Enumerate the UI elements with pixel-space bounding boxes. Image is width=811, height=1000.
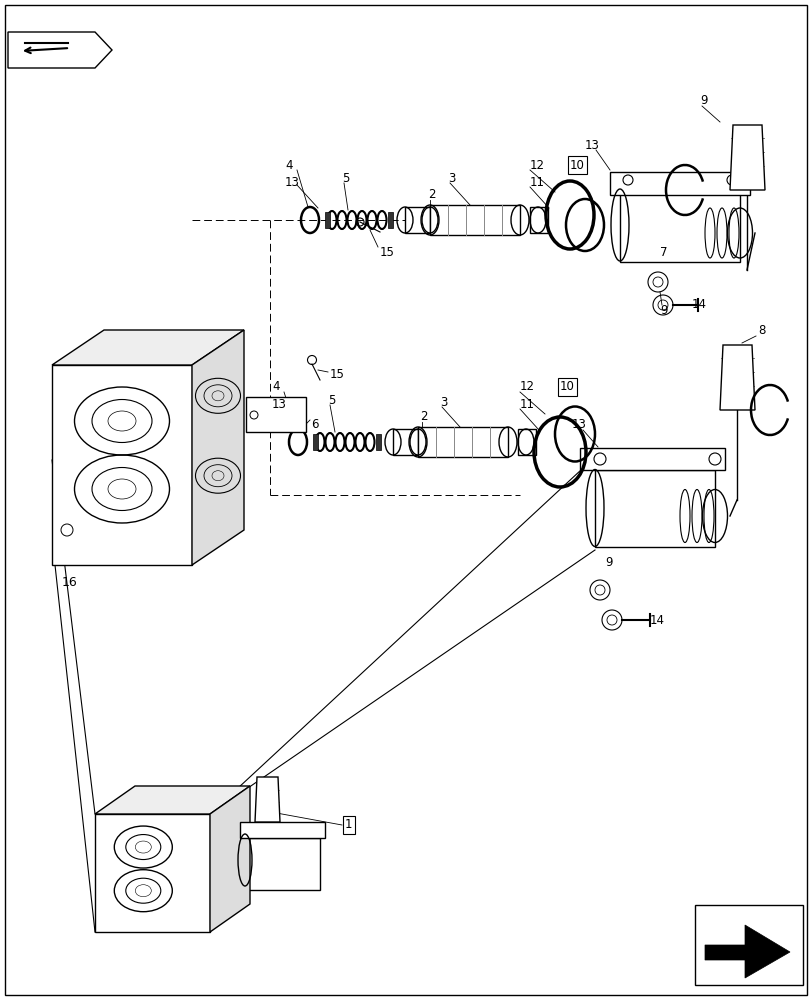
Text: 13: 13 (285, 176, 299, 189)
Polygon shape (52, 365, 191, 565)
Polygon shape (719, 345, 754, 410)
Bar (393, 429, 418, 455)
Bar (430, 205, 519, 235)
Text: 9: 9 (699, 94, 706, 107)
Text: 5: 5 (328, 393, 335, 406)
Text: 16: 16 (62, 576, 78, 589)
Text: 4: 4 (285, 159, 292, 172)
Bar (312, 434, 318, 450)
Text: 10: 10 (569, 159, 584, 172)
Bar (375, 434, 380, 450)
Text: 2: 2 (419, 410, 427, 424)
Polygon shape (240, 822, 324, 838)
Text: 9: 9 (604, 556, 611, 568)
Text: 13: 13 (272, 397, 286, 410)
Polygon shape (704, 925, 789, 978)
Text: 8: 8 (757, 324, 765, 336)
Bar (620, 190, 739, 262)
Text: 3: 3 (440, 395, 447, 408)
Text: 3: 3 (448, 172, 455, 185)
Polygon shape (609, 172, 749, 195)
Bar (530, 207, 547, 233)
Polygon shape (8, 32, 112, 68)
Text: 15: 15 (380, 245, 394, 258)
Text: 12: 12 (530, 159, 544, 172)
Text: 13: 13 (584, 139, 599, 152)
Bar (418, 427, 508, 457)
Polygon shape (52, 330, 243, 365)
Text: 13: 13 (571, 418, 586, 432)
Text: 10: 10 (560, 380, 574, 393)
Text: 14: 14 (649, 613, 664, 626)
Text: 2: 2 (427, 188, 435, 201)
Bar (388, 212, 393, 228)
Text: 14: 14 (691, 298, 706, 312)
Bar (246, 397, 306, 432)
Text: 15: 15 (329, 368, 345, 381)
Polygon shape (95, 814, 210, 932)
Bar (245, 838, 320, 890)
Text: 12: 12 (519, 380, 534, 393)
Polygon shape (95, 786, 250, 814)
Text: 7: 7 (659, 245, 667, 258)
Polygon shape (210, 786, 250, 932)
Polygon shape (191, 330, 243, 565)
Text: 1: 1 (345, 818, 352, 831)
Bar (324, 212, 329, 228)
Bar (594, 470, 714, 547)
Text: 5: 5 (341, 172, 349, 185)
Bar (517, 429, 535, 455)
Polygon shape (255, 777, 280, 822)
Text: 9: 9 (659, 304, 667, 316)
Bar (694, 905, 802, 985)
Text: 11: 11 (530, 176, 544, 189)
Polygon shape (579, 448, 724, 470)
Polygon shape (729, 125, 764, 190)
Text: 4: 4 (272, 380, 279, 393)
Text: 6: 6 (311, 418, 318, 430)
Text: 11: 11 (519, 397, 534, 410)
Bar (405, 207, 430, 233)
